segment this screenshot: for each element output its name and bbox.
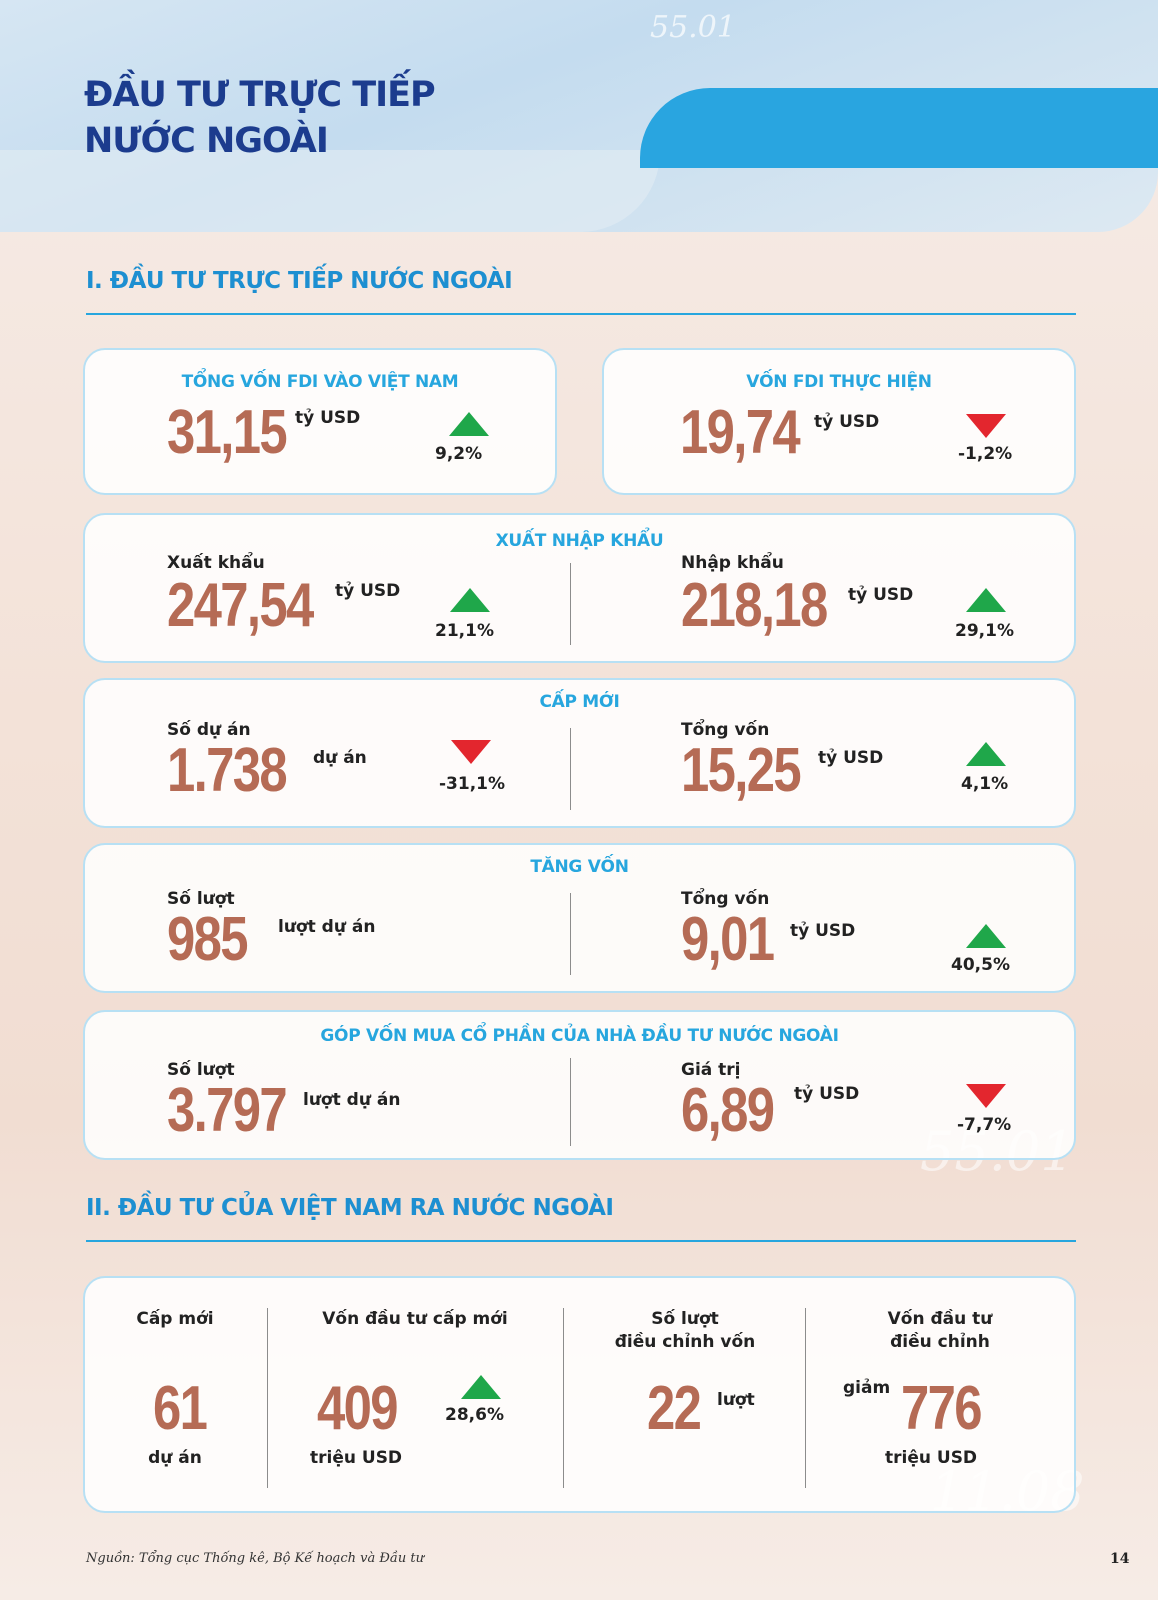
section-2-title: II. ĐẦU TƯ CỦA VIỆT NAM RA NƯỚC NGOÀI [86, 1195, 614, 1221]
column-divider [267, 1308, 268, 1488]
outward-new-capital-header: Vốn đầu tư cấp mới [322, 1309, 508, 1329]
outward-new-projects-value: 61 [153, 1374, 208, 1443]
import-label: Nhập khẩu [681, 553, 784, 573]
capital-increase-count-unit: lượt dự án [278, 917, 376, 937]
fdi-disbursed-unit: tỷ USD [814, 412, 880, 432]
new-projects-capital-label: Tổng vốn [681, 720, 770, 740]
page-title: ĐẦU TƯ TRỰC TIẾP NƯỚC NGOÀI [84, 72, 436, 164]
fdi-disbursed-change: -1,2% [958, 444, 1013, 464]
outward-adjustments-header-line1: Số lượt [651, 1309, 719, 1329]
new-projects-capital-change: 4,1% [961, 774, 1009, 794]
new-projects-count-value: 1.738 [167, 736, 288, 805]
import-value: 218,18 [681, 571, 828, 640]
share-purchase-value-label: Giá trị [681, 1060, 741, 1080]
share-purchase-value-value: 6,89 [681, 1076, 775, 1145]
card-new-projects: CẤP MỚI Số dự án 1.738 dự án -31,1% Tổng… [83, 678, 1076, 828]
fdi-total-change: 9,2% [435, 444, 483, 464]
capital-increase-count-label: Số lượt [167, 889, 235, 909]
header-curve [0, 150, 660, 232]
section-2-divider [86, 1240, 1076, 1242]
card-trade: XUẤT NHẬP KHẨU Xuất khẩu 247,54 tỷ USD 2… [83, 513, 1076, 663]
outward-adjusted-capital-value: 776 [901, 1374, 983, 1443]
new-projects-count-label: Số dự án [167, 720, 251, 740]
new-projects-count-unit: dự án [313, 748, 367, 768]
card-title: GÓP VỐN MUA CỔ PHẦN CỦA NHÀ ĐẦU TƯ NƯỚC … [320, 1026, 839, 1046]
arrow-up-icon [966, 588, 1006, 612]
capital-increase-capital-unit: tỷ USD [790, 921, 856, 941]
arrow-up-icon [449, 412, 489, 436]
card-title: TỔNG VỐN FDI VÀO VIỆT NAM [181, 372, 459, 392]
outward-new-capital-value: 409 [317, 1374, 399, 1443]
arrow-up-icon [461, 1375, 501, 1399]
card-divider [570, 563, 571, 645]
outward-new-capital-change: 28,6% [445, 1405, 504, 1425]
outward-adjusted-capital-unit: triệu USD [885, 1448, 978, 1468]
fdi-total-unit: tỷ USD [295, 408, 361, 428]
share-purchase-value-change: -7,7% [957, 1115, 1012, 1135]
capital-increase-capital-value: 9,01 [681, 905, 775, 974]
column-divider [805, 1308, 806, 1488]
header-blue-band [640, 88, 1158, 168]
arrow-down-icon [451, 740, 491, 764]
share-purchase-count-unit: lượt dự án [303, 1090, 401, 1110]
share-purchase-count-label: Số lượt [167, 1060, 235, 1080]
card-fdi-disbursed: VỐN FDI THỰC HIỆN 19,74 tỷ USD -1,2% [602, 348, 1076, 495]
outward-adjustments-unit: lượt [717, 1390, 755, 1410]
share-purchase-count-value: 3.797 [167, 1076, 288, 1145]
export-change: 21,1% [435, 621, 494, 641]
page-number: 14 [1110, 1551, 1130, 1567]
card-divider [570, 893, 571, 975]
card-title: VỐN FDI THỰC HIỆN [746, 372, 932, 392]
new-projects-capital-value: 15,25 [681, 736, 802, 805]
new-projects-capital-unit: tỷ USD [818, 748, 884, 768]
share-purchase-value-unit: tỷ USD [794, 1084, 860, 1104]
arrow-down-icon [966, 1084, 1006, 1108]
card-share-purchase: GÓP VỐN MUA CỔ PHẦN CỦA NHÀ ĐẦU TƯ NƯỚC … [83, 1010, 1076, 1160]
card-fdi-total: TỔNG VỐN FDI VÀO VIỆT NAM 31,15 tỷ USD 9… [83, 348, 557, 495]
capital-increase-count-value: 985 [167, 905, 249, 974]
card-divider [570, 728, 571, 810]
outward-new-projects-header: Cấp mới [136, 1309, 214, 1329]
card-divider [570, 1058, 571, 1146]
arrow-up-icon [966, 924, 1006, 948]
export-value: 247,54 [167, 571, 314, 640]
capital-increase-capital-change: 40,5% [951, 955, 1010, 975]
outward-new-capital-unit: triệu USD [310, 1448, 403, 1468]
export-unit: tỷ USD [335, 581, 401, 601]
outward-adjusted-capital-header-line2: điều chỉnh [890, 1332, 990, 1352]
outward-adjusted-capital-header-line1: Vốn đầu tư [887, 1309, 993, 1329]
card-title: XUẤT NHẬP KHẨU [495, 531, 664, 551]
section-1-title: I. ĐẦU TƯ TRỰC TIẾP NƯỚC NGOÀI [86, 268, 513, 294]
outward-adjustments-header: Số lượt điều chỉnh vốn [575, 1308, 795, 1354]
outward-new-projects-unit: dự án [148, 1448, 202, 1468]
fdi-total-value: 31,15 [167, 398, 288, 467]
export-label: Xuất khẩu [167, 553, 265, 573]
outward-adjusted-capital-header: Vốn đầu tư điều chỉnh [825, 1308, 1055, 1354]
outward-adjustments-value: 22 [647, 1374, 702, 1443]
outward-adjusted-capital-prefix: giảm [843, 1378, 891, 1398]
arrow-up-icon [966, 742, 1006, 766]
section-1-divider [86, 313, 1076, 315]
card-title: CẤP MỚI [539, 692, 620, 712]
capital-increase-capital-label: Tổng vốn [681, 889, 770, 909]
column-divider [563, 1308, 564, 1488]
card-capital-increase: TĂNG VỐN Số lượt 985 lượt dự án Tổng vốn… [83, 843, 1076, 993]
arrow-down-icon [966, 414, 1006, 438]
arrow-up-icon [450, 588, 490, 612]
outward-adjustments-header-line2: điều chỉnh vốn [614, 1332, 756, 1352]
source-note: Nguồn: Tổng cục Thống kê, Bộ Kế hoạch và… [86, 1551, 424, 1566]
fdi-disbursed-value: 19,74 [680, 398, 801, 467]
new-projects-count-change: -31,1% [439, 774, 506, 794]
card-outward-investment: Cấp mới 61 dự án Vốn đầu tư cấp mới 409 … [83, 1276, 1076, 1513]
card-title: TĂNG VỐN [530, 857, 629, 877]
import-change: 29,1% [955, 621, 1014, 641]
page-title-line1: ĐẦU TƯ TRỰC TIẾP [84, 75, 436, 115]
page-title-line2: NƯỚC NGOÀI [84, 121, 329, 161]
decor-number: 55.01 [650, 10, 736, 45]
import-unit: tỷ USD [848, 585, 914, 605]
